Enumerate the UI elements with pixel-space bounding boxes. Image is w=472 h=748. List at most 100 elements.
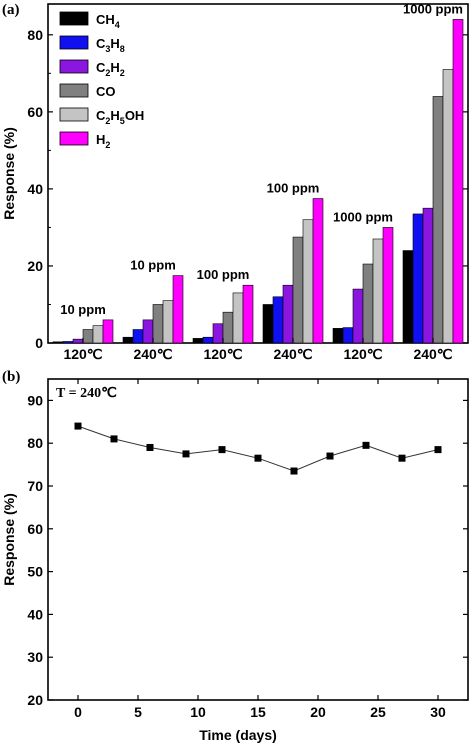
bar xyxy=(312,198,324,344)
concentration-label: 1000 ppm xyxy=(333,209,393,224)
data-point xyxy=(290,467,298,475)
concentration-label: 100 ppm xyxy=(197,267,250,282)
legend-swatch xyxy=(59,59,89,74)
legend-swatch xyxy=(59,107,89,122)
data-point xyxy=(398,454,406,462)
bar xyxy=(152,304,164,344)
chart-b: (b) T = 240℃ 20 30 40 50 60 70 80 90 0 5 10 15 20 25 30 R… xyxy=(1,369,469,743)
bar xyxy=(172,275,184,344)
bar xyxy=(432,96,444,344)
bar xyxy=(102,319,114,344)
bar xyxy=(282,284,294,344)
temperature-annotation: T = 240℃ xyxy=(56,386,117,401)
data-point xyxy=(218,446,226,454)
bar xyxy=(192,338,204,344)
x-tick-label: 240℃ xyxy=(133,346,172,362)
y-axis-label-b: Response (%) xyxy=(1,493,17,586)
legend-label: C3H8 xyxy=(96,36,125,54)
bar xyxy=(272,296,284,344)
concentration-label: 1000 ppm xyxy=(403,1,463,16)
bar xyxy=(132,329,144,344)
legend-label: C2H5OH xyxy=(96,108,144,126)
y-axis-label-a: Response (%) xyxy=(1,127,17,220)
bar xyxy=(302,219,314,344)
x-axis-label-b: Time (days) xyxy=(199,727,277,743)
bar xyxy=(342,327,354,344)
data-point xyxy=(74,422,82,430)
x-tick-label: 240℃ xyxy=(273,346,312,362)
bar xyxy=(422,207,434,344)
panel-label-b: (b) xyxy=(2,369,20,385)
plot-frame-b xyxy=(47,378,469,701)
concentration-label: 10 ppm xyxy=(60,302,106,317)
bar xyxy=(292,236,304,344)
bar xyxy=(242,284,254,344)
x-tick-label: 20 xyxy=(310,704,326,720)
y-tick-label: 40 xyxy=(27,606,43,622)
bar xyxy=(72,338,84,344)
x-tick-label: 30 xyxy=(430,704,446,720)
bar xyxy=(162,300,174,344)
y-tick-label: 20 xyxy=(27,258,43,274)
bar xyxy=(372,238,384,344)
x-tick-label: 0 xyxy=(74,704,82,720)
bar xyxy=(442,69,454,344)
bar xyxy=(262,304,274,344)
y-tick-label: 90 xyxy=(27,392,43,408)
bar xyxy=(222,311,234,344)
bar xyxy=(52,341,64,344)
x-tick-label: 15 xyxy=(250,704,266,720)
y-tick-label: 80 xyxy=(27,27,43,43)
bar xyxy=(92,325,104,344)
bar xyxy=(402,250,414,344)
data-point xyxy=(110,435,118,443)
x-tick-label: 240℃ xyxy=(413,346,452,362)
x-tick-label: 10 xyxy=(190,704,206,720)
data-point xyxy=(326,452,334,460)
y-tick-label: 30 xyxy=(27,649,43,665)
data-point xyxy=(182,450,190,458)
bar xyxy=(202,336,214,344)
y-tick-label: 80 xyxy=(27,435,43,451)
data-point xyxy=(254,454,262,462)
legend-swatch xyxy=(59,83,89,98)
bar xyxy=(62,341,74,344)
data-point xyxy=(434,446,442,454)
bar xyxy=(232,292,244,344)
bar xyxy=(122,336,134,344)
y-tick-label: 60 xyxy=(27,104,43,120)
series-line xyxy=(77,425,439,472)
y-tick-label: 20 xyxy=(27,692,43,708)
legend-label: C2H2 xyxy=(96,60,125,78)
data-point xyxy=(362,441,370,449)
bar xyxy=(382,227,394,344)
concentration-label: 100 ppm xyxy=(267,181,320,196)
bar xyxy=(82,329,94,344)
bar xyxy=(352,288,364,344)
x-tick-label: 120℃ xyxy=(343,346,382,362)
x-tick-label: 120℃ xyxy=(203,346,242,362)
legend-swatch xyxy=(59,131,89,146)
y-tick-label: 70 xyxy=(27,478,43,494)
legend-swatch xyxy=(59,11,89,26)
bar xyxy=(142,319,154,344)
y-tick-label: 50 xyxy=(27,564,43,580)
x-tick-label: 120℃ xyxy=(63,346,102,362)
y-tick-label: 60 xyxy=(27,521,43,537)
x-tick-label: 25 xyxy=(370,704,386,720)
legend-label: H2 xyxy=(96,132,110,150)
legend-label: CO xyxy=(96,84,116,99)
chart-a: (a) 0 20 40 60 80 Response (%) 120℃ 10 ppm 240℃ 10… xyxy=(1,1,469,362)
legend-swatch xyxy=(59,35,89,50)
bar xyxy=(452,19,464,344)
x-tick-label: 5 xyxy=(134,704,142,720)
panel-label-a: (a) xyxy=(2,2,20,18)
y-tick-label: 0 xyxy=(35,335,43,351)
data-point xyxy=(146,443,154,451)
bar xyxy=(412,213,424,344)
plot-frame-a xyxy=(47,3,469,344)
bar xyxy=(212,323,224,344)
bar xyxy=(332,328,344,344)
legend-label: CH4 xyxy=(96,12,120,30)
